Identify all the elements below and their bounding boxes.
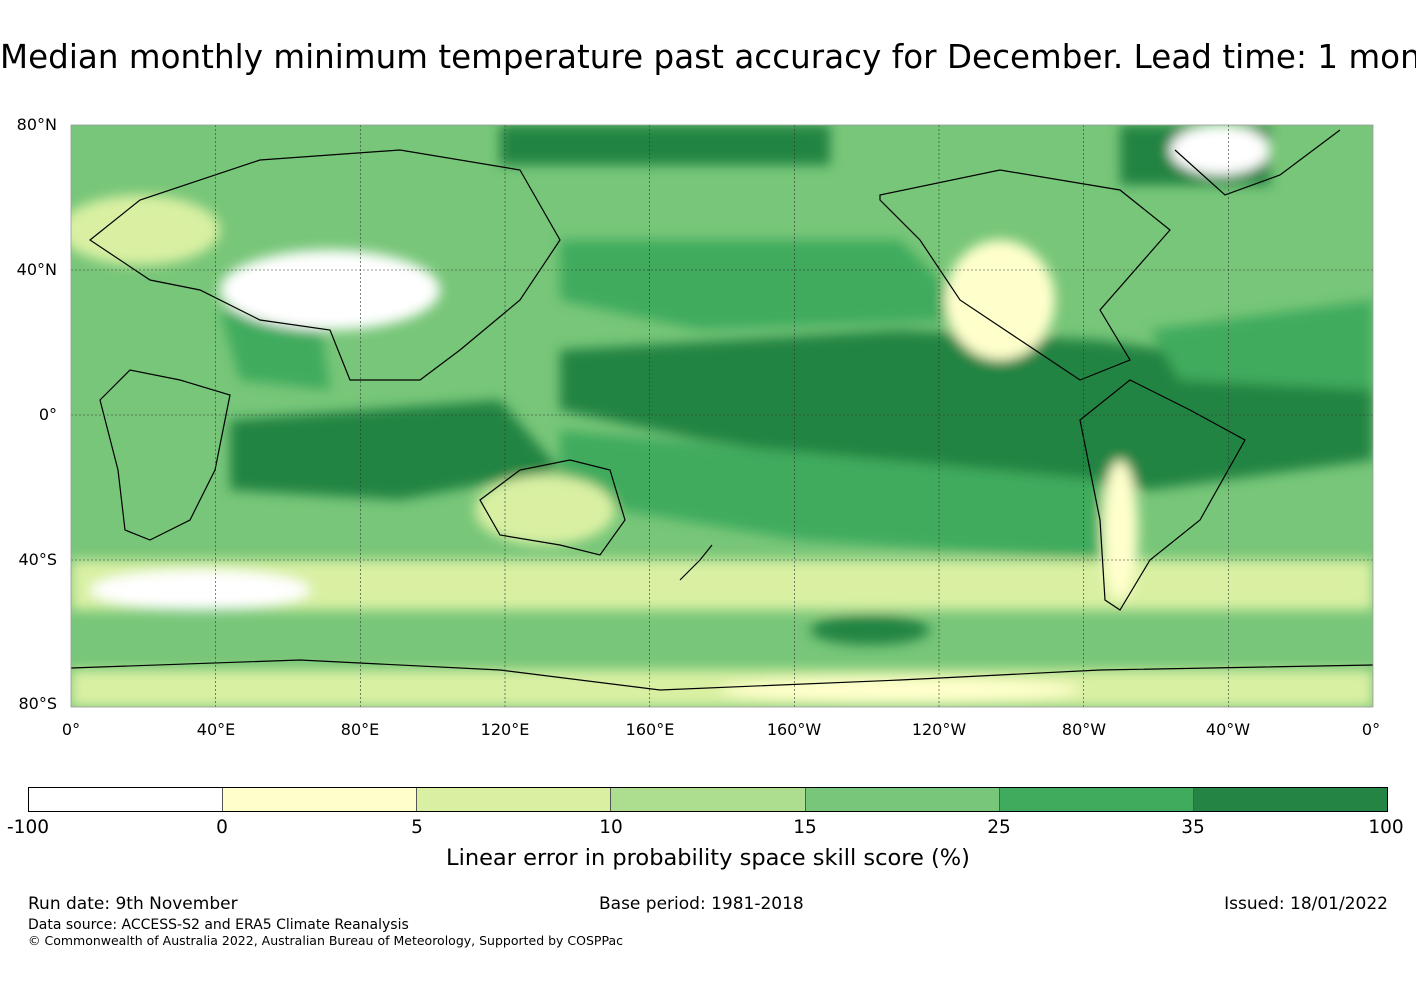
colorbar-swatch bbox=[29, 788, 224, 811]
andes-low-skill-region bbox=[1102, 460, 1138, 600]
north-america-coast bbox=[879, 169, 1171, 381]
copyright: © Commonwealth of Australia 2022, Austra… bbox=[28, 933, 623, 948]
gridlines bbox=[71, 125, 1373, 707]
colorbar-tick: -100 bbox=[7, 817, 49, 838]
run-date: Run date: 9th November bbox=[28, 894, 238, 914]
colorbar-swatch bbox=[805, 788, 1000, 811]
north-pacific-region bbox=[560, 240, 980, 330]
antarctic-low-skill-region bbox=[720, 678, 1080, 702]
issued-date: Issued: 18/01/2022 bbox=[1224, 894, 1388, 914]
colorbar bbox=[28, 787, 1388, 812]
lon-label-120w: 120°W bbox=[911, 720, 967, 739]
colorbar-tick: 0 bbox=[216, 817, 228, 838]
colorbar-tick: 5 bbox=[411, 817, 423, 838]
europe-region bbox=[71, 195, 220, 265]
arctic-high-skill-region bbox=[500, 125, 830, 165]
greenland-low-skill-region bbox=[1170, 125, 1270, 175]
australia-low-skill-region bbox=[475, 475, 615, 545]
lat-label-80n: 80°N bbox=[16, 115, 57, 134]
lon-label-80w: 80°W bbox=[1061, 720, 1107, 739]
southern-ocean-low-skill-region bbox=[90, 570, 310, 610]
antarctica-coast bbox=[71, 659, 1373, 691]
colorbar-tick: 10 bbox=[599, 817, 623, 838]
colorbar-swatch bbox=[611, 788, 806, 811]
tropical-atlantic-region bbox=[1150, 300, 1373, 390]
lon-label-0-left: 0° bbox=[61, 720, 81, 739]
base-period: Base period: 1981-2018 bbox=[599, 894, 804, 914]
lat-label-40n: 40°N bbox=[16, 260, 57, 279]
data-source: Data source: ACCESS-S2 and ERA5 Climate … bbox=[28, 917, 409, 933]
lon-label-80e: 80°E bbox=[340, 720, 380, 739]
colorbar-swatch bbox=[417, 788, 612, 811]
lon-label-40e: 40°E bbox=[196, 720, 236, 739]
north-america-low-skill-region bbox=[945, 240, 1055, 360]
lon-label-120e: 120°E bbox=[480, 720, 530, 739]
lon-label-0-right: 0° bbox=[1361, 720, 1381, 739]
australia-coast bbox=[479, 459, 626, 556]
greenland-coast bbox=[1174, 129, 1341, 196]
arabian-sea-region bbox=[220, 310, 330, 390]
eurasia-coast bbox=[88, 149, 561, 381]
coastlines bbox=[71, 129, 1373, 691]
colorbar-tick: 25 bbox=[987, 817, 1011, 838]
south-pacific-region bbox=[560, 430, 1100, 560]
central-asia-low-skill-region bbox=[220, 250, 440, 330]
africa-coast bbox=[99, 369, 231, 541]
colorbar-swatch bbox=[1193, 788, 1387, 811]
lon-label-160w: 160°W bbox=[766, 720, 822, 739]
lat-label-40s: 40°S bbox=[18, 550, 57, 569]
tropical-pacific-high-skill-region bbox=[560, 330, 1373, 490]
lon-label-40w: 40°W bbox=[1205, 720, 1251, 739]
colorbar-tick: 15 bbox=[793, 817, 817, 838]
map-frame bbox=[70, 124, 1374, 708]
lon-label-160e: 160°E bbox=[625, 720, 675, 739]
colorbar-swatch bbox=[223, 788, 418, 811]
chart-title: Median monthly minimum temperature past … bbox=[0, 38, 1416, 76]
colorbar-tick: 35 bbox=[1181, 817, 1205, 838]
indian-ocean-high-skill-region bbox=[230, 400, 560, 500]
lat-label-80s: 80°S bbox=[18, 694, 57, 713]
south-america-coast bbox=[1079, 379, 1246, 611]
lat-label-0: 0° bbox=[38, 405, 57, 424]
southern-pacific-high-skill-patch bbox=[810, 615, 930, 645]
colorbar-swatch bbox=[999, 788, 1194, 811]
colorbar-label: Linear error in probability space skill … bbox=[446, 845, 970, 871]
colorbar-tick: 100 bbox=[1368, 817, 1404, 838]
